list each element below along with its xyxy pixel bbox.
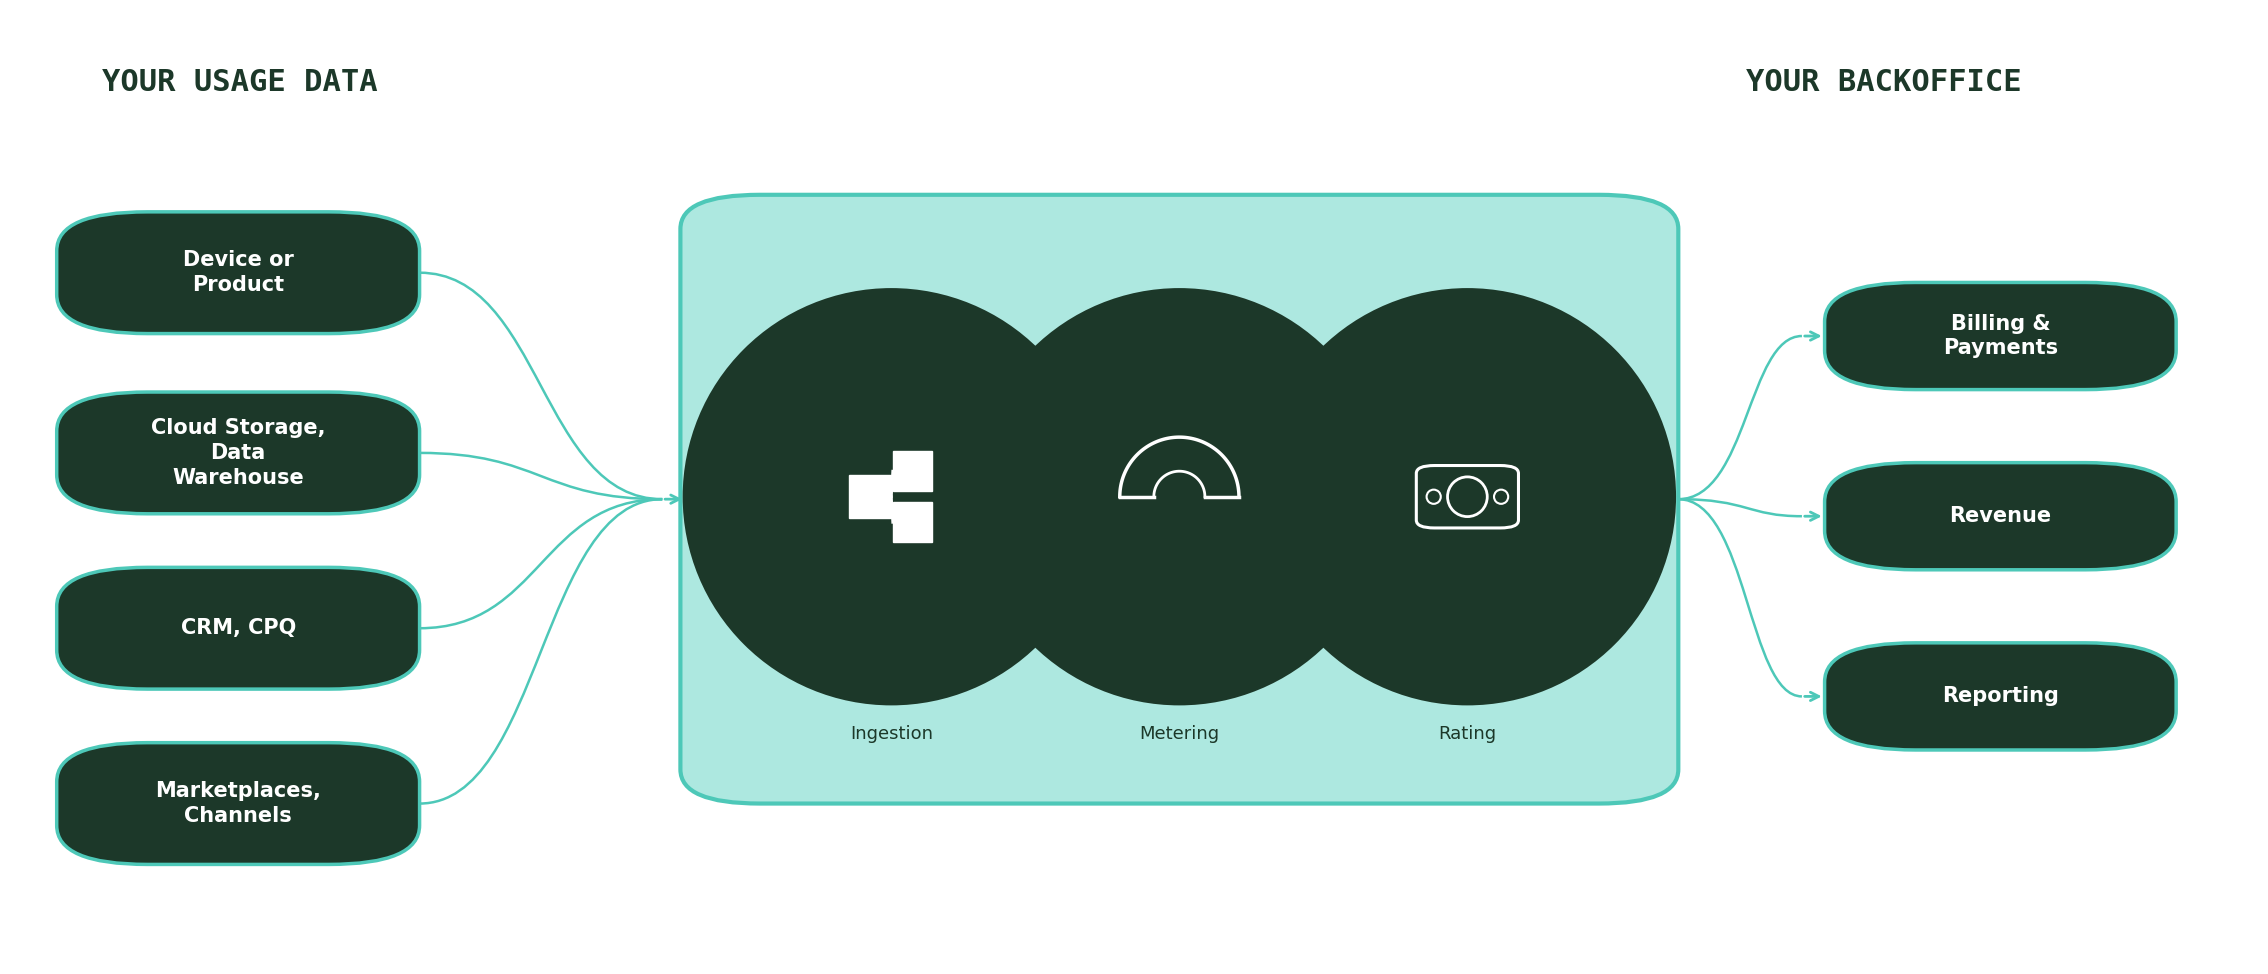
FancyBboxPatch shape: [1823, 643, 2177, 750]
Text: Marketplaces,
Channels: Marketplaces, Channels: [154, 781, 322, 826]
Ellipse shape: [1259, 288, 1676, 705]
Text: Billing &
Payments: Billing & Payments: [1944, 314, 2057, 358]
FancyBboxPatch shape: [1823, 463, 2177, 570]
Text: Rating: Rating: [1438, 725, 1497, 743]
Text: CRM, CPQ: CRM, CPQ: [181, 618, 295, 638]
Text: Metering: Metering: [1139, 725, 1220, 743]
FancyBboxPatch shape: [680, 195, 1678, 804]
FancyBboxPatch shape: [57, 742, 420, 865]
Text: YOUR USAGE DATA: YOUR USAGE DATA: [102, 68, 379, 97]
FancyBboxPatch shape: [57, 392, 420, 514]
Text: YOUR BACKOFFICE: YOUR BACKOFFICE: [1746, 68, 2023, 97]
Ellipse shape: [683, 288, 1100, 705]
FancyBboxPatch shape: [894, 451, 932, 491]
FancyBboxPatch shape: [848, 475, 891, 518]
FancyBboxPatch shape: [894, 503, 932, 543]
Text: Cloud Storage,
Data
Warehouse: Cloud Storage, Data Warehouse: [152, 418, 324, 488]
Text: Device or
Product: Device or Product: [184, 250, 293, 295]
Text: Ingestion: Ingestion: [850, 725, 932, 743]
FancyBboxPatch shape: [57, 567, 420, 690]
Text: Reporting: Reporting: [1941, 687, 2059, 706]
FancyBboxPatch shape: [1823, 282, 2177, 390]
Ellipse shape: [971, 288, 1388, 705]
FancyBboxPatch shape: [57, 212, 420, 333]
Text: Revenue: Revenue: [1948, 506, 2053, 526]
